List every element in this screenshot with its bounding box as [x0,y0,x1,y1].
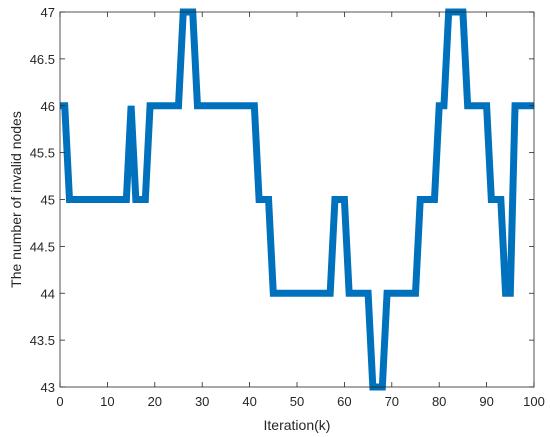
x-tick-label: 70 [385,394,399,409]
y-axis-title: The number of invalid nodes [8,111,24,288]
y-axis-tick-labels: 43 43.5 44 44.5 45 45.5 46 46.5 47 [30,5,55,395]
x-axis-title: Iteration(k) [264,417,331,433]
y-tick-label: 44 [41,286,55,301]
x-tick-label: 40 [242,394,256,409]
y-tick-label: 44.5 [30,239,55,254]
series-line-1 [60,8,534,391]
x-tick-label: 90 [479,394,493,409]
y-tick-label: 45 [41,193,55,208]
x-axis-tick-labels: 0 10 20 30 40 50 60 70 80 90 100 [56,394,544,409]
y-tick-label: 46.5 [30,52,55,67]
y-tick-label: 45.5 [30,146,55,161]
x-tick-label: 80 [432,394,446,409]
x-tick-label: 10 [100,394,114,409]
series-layer [60,8,534,391]
x-axis-ticks [59,12,535,387]
x-tick-label: 60 [337,394,351,409]
y-tick-label: 46 [41,99,55,114]
x-tick-label: 0 [56,394,63,409]
y-tick-label: 47 [41,5,55,20]
x-tick-label: 50 [290,394,304,409]
y-tick-label: 43 [41,380,55,395]
y-tick-label: 43.5 [30,333,55,348]
x-tick-label: 20 [148,394,162,409]
x-tick-label: 100 [523,394,545,409]
x-tick-label: 30 [195,394,209,409]
y-axis-ticks [60,11,534,388]
